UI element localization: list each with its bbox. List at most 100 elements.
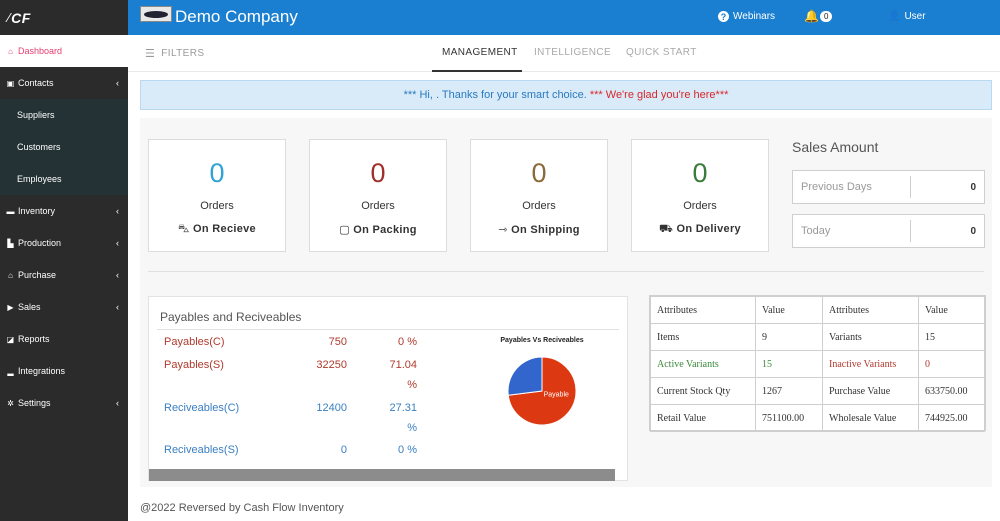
payables-row-label: Reciveables(C) bbox=[164, 402, 240, 414]
notifications-button[interactable]: 🔔 0 bbox=[804, 9, 833, 23]
horizontal-scrollbar[interactable] bbox=[149, 469, 615, 481]
sales-amount-title: Sales Amount bbox=[792, 139, 879, 155]
company-logo-mark bbox=[144, 10, 168, 18]
sidebar-item-label: Purchase bbox=[18, 270, 57, 280]
sidebar: ⁄ CF ⌂ Dashboard ▣ Contacts ‹ Suppliers … bbox=[0, 0, 128, 521]
payables-panel: Payables and Reciveables Payables(C) 750… bbox=[148, 296, 628, 481]
stat-value: 0 bbox=[531, 158, 547, 188]
brand-mark-icon: ⁄ bbox=[8, 10, 11, 25]
stat-card-on-packing[interactable]: 0 Orders ▢ On Packing bbox=[309, 139, 447, 252]
pie-slice-label: Payable bbox=[544, 392, 569, 399]
payables-row-label: Reciveables(S) bbox=[164, 444, 239, 456]
payables-row-pct: 27.31 % bbox=[389, 402, 417, 434]
sidebar-item-reports[interactable]: ◪ Reports bbox=[0, 323, 128, 355]
table-header: Attributes bbox=[822, 296, 919, 324]
sidebar-item-label: Production bbox=[18, 238, 62, 248]
sliders-icon: ☰ bbox=[145, 48, 156, 60]
sidebar-item-integrations[interactable]: ▂ Integrations bbox=[0, 355, 128, 387]
payables-row-value: 32250 bbox=[316, 359, 347, 371]
stat-caption: ▢ On Packing bbox=[310, 223, 446, 236]
sidebar-item-employees[interactable]: Employees bbox=[0, 163, 128, 195]
stat-value: 0 bbox=[692, 158, 708, 188]
sidebar-item-contacts[interactable]: ▣ Contacts ‹ bbox=[0, 67, 128, 99]
table-cell: Purchase Value bbox=[822, 377, 919, 405]
sidebar-item-settings[interactable]: ✲ Settings ‹ bbox=[0, 387, 128, 419]
table-header-row: Attributes Value Attributes Value bbox=[650, 296, 985, 324]
filters-button[interactable]: ☰ FILTERS bbox=[145, 47, 204, 60]
company-name[interactable]: Demo Company bbox=[175, 7, 298, 26]
sales-previous-days-value: 0 bbox=[970, 181, 976, 193]
table-cell: 751100.00 bbox=[755, 404, 823, 432]
bell-icon: 🔔 bbox=[804, 9, 819, 23]
pie-chart-svg: Payable bbox=[507, 356, 577, 426]
payables-row-value: 750 bbox=[328, 336, 347, 348]
tab-intelligence[interactable]: INTELLIGENCE bbox=[534, 47, 612, 58]
payables-row-label: Payables(S) bbox=[164, 359, 224, 371]
webinars-label: Webinars bbox=[733, 11, 776, 22]
chart-icon: ◪ bbox=[6, 334, 15, 344]
question-circle-icon: ? bbox=[718, 11, 729, 22]
sidebar-item-label: Inventory bbox=[18, 206, 56, 216]
chart-title: Payables Vs Reciveables bbox=[500, 337, 584, 344]
order-stats-section: 0 Orders ⛍ On Recieve 0 Orders ▢ On Pack… bbox=[140, 118, 992, 281]
table-header: Value bbox=[918, 296, 985, 324]
table-cell: Items bbox=[650, 323, 756, 351]
sidebar-item-label: Customers bbox=[17, 142, 61, 152]
home-icon: ⌂ bbox=[8, 46, 13, 56]
tag-icon: ▶ bbox=[7, 302, 14, 312]
divider bbox=[157, 329, 619, 330]
welcome-text: *** Hi, . Thanks for your smart choice. bbox=[403, 89, 590, 101]
stat-label: Orders bbox=[522, 200, 556, 212]
stat-label: Orders bbox=[200, 200, 234, 212]
sales-today-label: Today bbox=[793, 220, 911, 242]
user-label: User bbox=[904, 11, 926, 22]
tab-management[interactable]: MANAGEMENT bbox=[442, 47, 518, 58]
chevron-left-icon: ‹ bbox=[116, 206, 119, 216]
stat-card-on-shipping[interactable]: 0 Orders ⇾ On Shipping bbox=[470, 139, 608, 252]
table-header: Attributes bbox=[650, 296, 756, 324]
sidebar-item-label: Reports bbox=[18, 334, 50, 344]
stat-caption: ⛍ On Recieve bbox=[149, 223, 285, 237]
stat-card-on-recieve[interactable]: 0 Orders ⛍ On Recieve bbox=[148, 139, 286, 252]
tab-quick-start[interactable]: QUICK START bbox=[626, 47, 697, 58]
sales-today-row: Today 0 bbox=[792, 214, 985, 248]
sidebar-item-dashboard[interactable]: ⌂ Dashboard bbox=[0, 35, 128, 67]
table-cell: Retail Value bbox=[650, 404, 756, 432]
user-menu[interactable]: 👤 User bbox=[888, 11, 926, 22]
pie-slice-slice-1[interactable] bbox=[507, 356, 543, 396]
chevron-left-icon: ‹ bbox=[116, 270, 119, 280]
table-header: Value bbox=[755, 296, 823, 324]
top-navbar: Demo Company ? Webinars 🔔 0 👤 User bbox=[128, 0, 1000, 35]
sidebar-nav: ⌂ Dashboard ▣ Contacts ‹ Suppliers Custo… bbox=[0, 35, 128, 419]
sales-today-value: 0 bbox=[970, 225, 976, 237]
stat-card-on-delivery[interactable]: 0 Orders ⛟ On Delivery bbox=[631, 139, 769, 252]
notification-count-badge: 0 bbox=[819, 10, 833, 22]
shipping-icon: ⇾ bbox=[498, 224, 508, 236]
sidebar-item-customers[interactable]: Customers bbox=[0, 131, 128, 163]
addressbook-icon: ▣ bbox=[6, 78, 15, 88]
company-logo[interactable] bbox=[140, 6, 172, 22]
table-row: Items 9 Variants 15 bbox=[650, 323, 985, 351]
sidebar-item-inventory[interactable]: ▬ Inventory ‹ bbox=[0, 195, 128, 227]
brand-logo[interactable]: ⁄ CF bbox=[0, 0, 128, 35]
table-cell: Current Stock Qty bbox=[650, 377, 756, 405]
stat-caption-text: On Delivery bbox=[676, 223, 741, 235]
webinars-link[interactable]: ? Webinars bbox=[718, 11, 775, 22]
sidebar-item-label: Suppliers bbox=[17, 110, 55, 120]
table-row: Retail Value 751100.00 Wholesale Value 7… bbox=[650, 404, 985, 432]
stat-caption: ⇾ On Shipping bbox=[471, 223, 607, 236]
payables-row-pct: 71.04 % bbox=[389, 359, 417, 391]
sidebar-item-suppliers[interactable]: Suppliers bbox=[0, 99, 128, 131]
stat-value: 0 bbox=[370, 158, 386, 188]
table-cell: 0 bbox=[918, 350, 985, 378]
table-cell: 1267 bbox=[755, 377, 823, 405]
sidebar-item-purchase[interactable]: ⌂ Purchase ‹ bbox=[0, 259, 128, 291]
table-cell: Inactive Variants bbox=[822, 350, 919, 378]
chevron-left-icon: ‹ bbox=[116, 238, 119, 248]
chevron-left-icon: ‹ bbox=[116, 398, 119, 408]
payables-row-value: 12400 bbox=[316, 402, 347, 414]
sidebar-item-production[interactable]: ▙ Production ‹ bbox=[0, 227, 128, 259]
sidebar-item-sales[interactable]: ▶ Sales ‹ bbox=[0, 291, 128, 323]
bag-icon: ▢ bbox=[339, 224, 350, 236]
sidebar-item-label: Employees bbox=[17, 174, 62, 184]
